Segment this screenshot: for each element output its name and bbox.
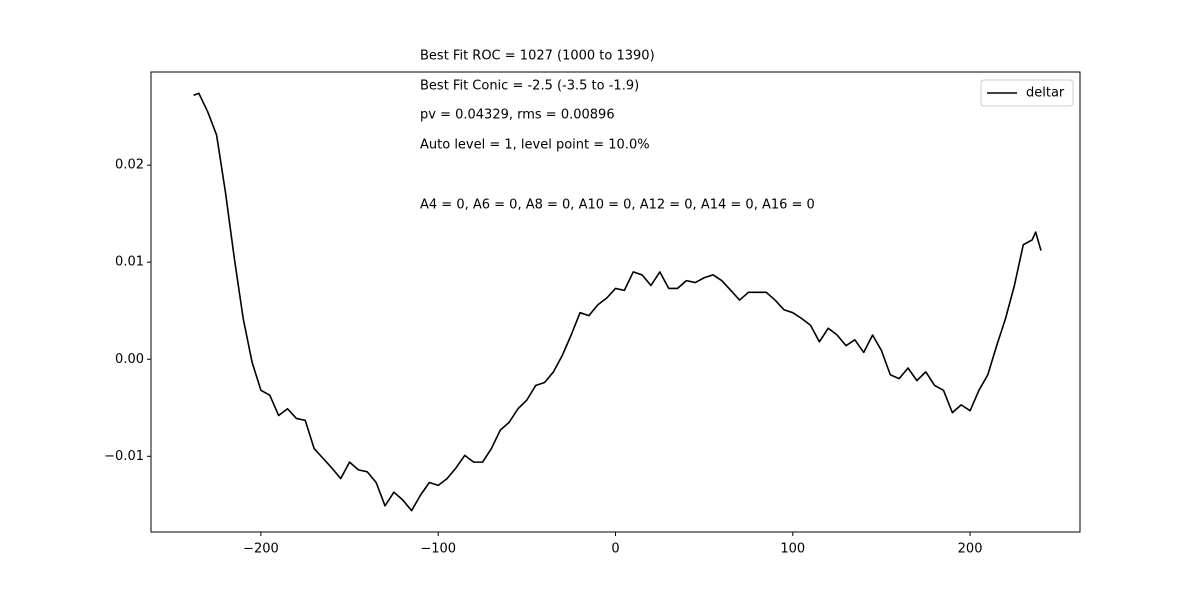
x-tick-label: 100 (780, 542, 805, 557)
legend-box (980, 79, 1074, 107)
x-tick-label: 200 (958, 542, 983, 557)
data-line (193, 92, 1042, 512)
legend-label: deltar (1026, 86, 1065, 101)
annotation: A4 = 0, A6 = 0, A8 = 0, A10 = 0, A12 = 0… (420, 198, 815, 213)
y-tick-label: 0.01 (115, 255, 144, 270)
x-tick-label: −100 (420, 542, 456, 557)
annotation: Best Fit Conic = -2.5 (-3.5 to -1.9) (420, 79, 639, 94)
x-tick-label: −200 (243, 542, 279, 557)
annotation: Auto level = 1, level point = 10.0% (420, 138, 650, 153)
x-tick-label: 0 (611, 542, 619, 557)
y-tick-label: −0.01 (104, 449, 144, 464)
y-tick-label: 0.00 (115, 352, 144, 367)
annotation: Best Fit ROC = 1027 (1000 to 1390) (420, 49, 655, 64)
y-tick-label: 0.02 (115, 158, 144, 173)
annotation: pv = 0.04329, rms = 0.00896 (420, 108, 615, 123)
